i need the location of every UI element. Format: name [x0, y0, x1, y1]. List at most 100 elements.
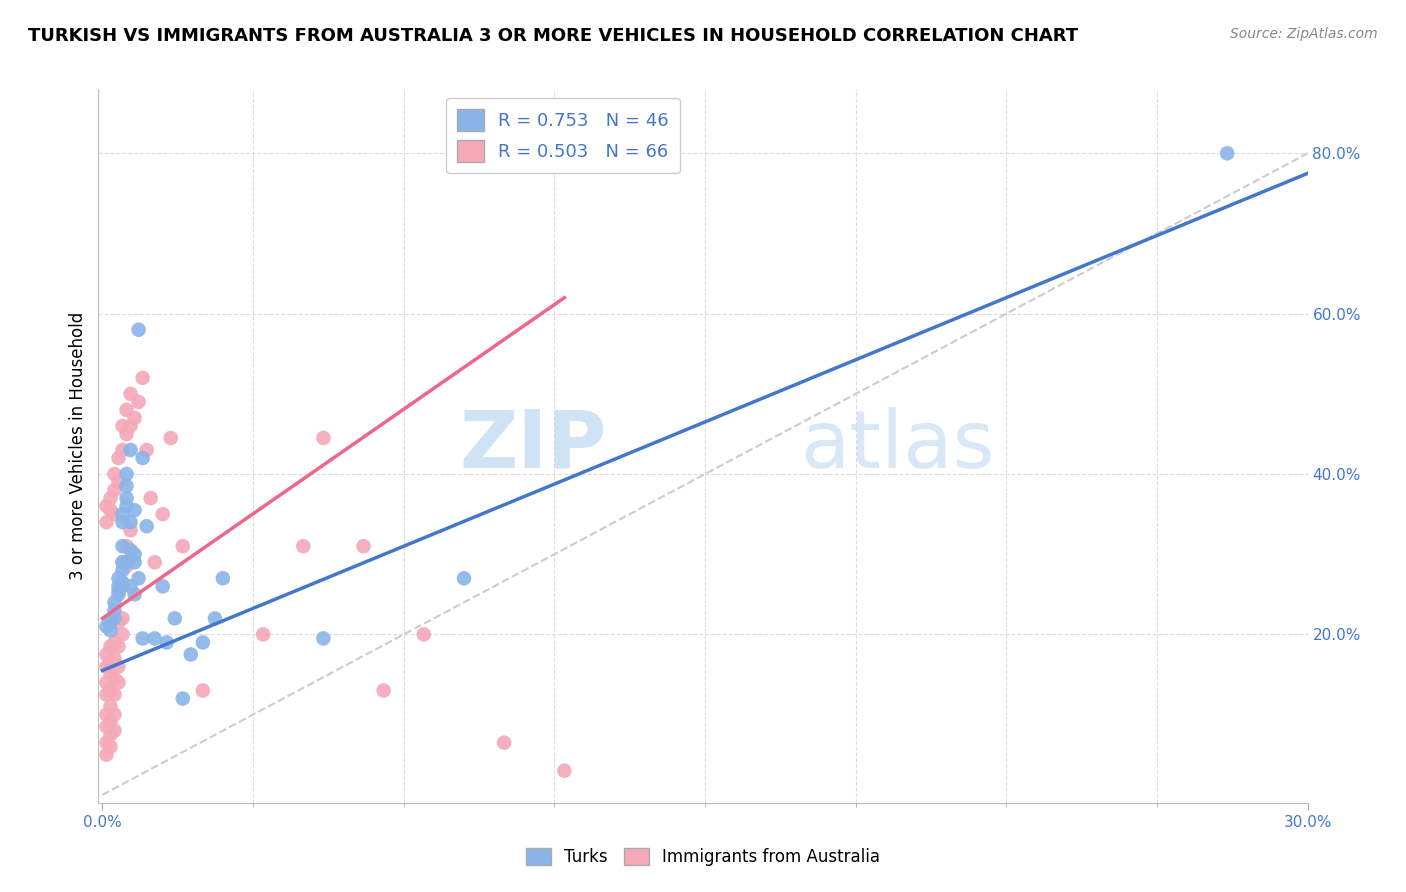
Point	[180, 648, 202, 662]
Point	[252, 627, 274, 641]
Legend: Turks, Immigrants from Australia: Turks, Immigrants from Australia	[519, 841, 887, 873]
Point	[96, 515, 118, 529]
Point	[128, 571, 150, 585]
Point	[111, 507, 134, 521]
Point	[120, 387, 142, 401]
Point	[107, 587, 129, 601]
Point	[103, 483, 125, 497]
Point	[96, 688, 118, 702]
Point	[107, 579, 129, 593]
Point	[128, 323, 150, 337]
Point	[100, 739, 122, 754]
Point	[100, 624, 122, 638]
Point	[107, 675, 129, 690]
Point	[124, 587, 146, 601]
Point	[107, 571, 129, 585]
Point	[96, 648, 118, 662]
Point	[156, 635, 179, 649]
Point	[111, 579, 134, 593]
Point	[96, 659, 118, 673]
Point	[111, 419, 134, 434]
Point	[412, 627, 434, 641]
Point	[100, 715, 122, 730]
Point	[553, 764, 575, 778]
Point	[111, 563, 134, 577]
Text: TURKISH VS IMMIGRANTS FROM AUSTRALIA 3 OR MORE VEHICLES IN HOUSEHOLD CORRELATION: TURKISH VS IMMIGRANTS FROM AUSTRALIA 3 O…	[28, 27, 1078, 45]
Point	[100, 491, 122, 505]
Point	[115, 479, 138, 493]
Point	[204, 611, 226, 625]
Point	[103, 707, 125, 722]
Point	[143, 555, 166, 569]
Point	[120, 579, 142, 593]
Point	[212, 571, 235, 585]
Point	[172, 691, 194, 706]
Point	[139, 491, 162, 505]
Point	[107, 640, 129, 654]
Point	[103, 723, 125, 738]
Point	[292, 539, 315, 553]
Point	[111, 627, 134, 641]
Point	[120, 523, 142, 537]
Point	[103, 651, 125, 665]
Point	[103, 672, 125, 686]
Point	[103, 603, 125, 617]
Point	[124, 547, 146, 561]
Point	[191, 635, 214, 649]
Point	[131, 371, 153, 385]
Text: atlas: atlas	[800, 407, 994, 485]
Point	[100, 728, 122, 742]
Point	[152, 507, 174, 521]
Point	[96, 736, 118, 750]
Point	[103, 595, 125, 609]
Point	[100, 656, 122, 670]
Point	[1216, 146, 1239, 161]
Point	[111, 442, 134, 457]
Point	[111, 539, 134, 553]
Point	[373, 683, 395, 698]
Point	[191, 683, 214, 698]
Point	[100, 699, 122, 714]
Point	[172, 539, 194, 553]
Point	[120, 515, 142, 529]
Point	[100, 667, 122, 681]
Point	[111, 515, 134, 529]
Point	[131, 632, 153, 646]
Point	[120, 419, 142, 434]
Point	[115, 467, 138, 481]
Point	[103, 507, 125, 521]
Point	[103, 611, 125, 625]
Point	[103, 688, 125, 702]
Point	[353, 539, 375, 553]
Point	[494, 736, 516, 750]
Point	[115, 427, 138, 442]
Point	[100, 615, 122, 630]
Point	[115, 491, 138, 505]
Point	[96, 720, 118, 734]
Point	[453, 571, 475, 585]
Point	[131, 450, 153, 465]
Point	[100, 640, 122, 654]
Point	[111, 611, 134, 625]
Point	[115, 403, 138, 417]
Point	[107, 583, 129, 598]
Point	[312, 632, 335, 646]
Point	[128, 395, 150, 409]
Point	[124, 555, 146, 569]
Point	[103, 467, 125, 481]
Point	[312, 431, 335, 445]
Point	[135, 519, 157, 533]
Point	[96, 499, 118, 513]
Point	[107, 615, 129, 630]
Point	[115, 559, 138, 574]
Point	[111, 575, 134, 590]
Point	[103, 635, 125, 649]
Text: Source: ZipAtlas.com: Source: ZipAtlas.com	[1230, 27, 1378, 41]
Point	[115, 499, 138, 513]
Point	[96, 747, 118, 762]
Point	[159, 431, 181, 445]
Point	[163, 611, 186, 625]
Point	[152, 579, 174, 593]
Point	[115, 539, 138, 553]
Point	[120, 543, 142, 558]
